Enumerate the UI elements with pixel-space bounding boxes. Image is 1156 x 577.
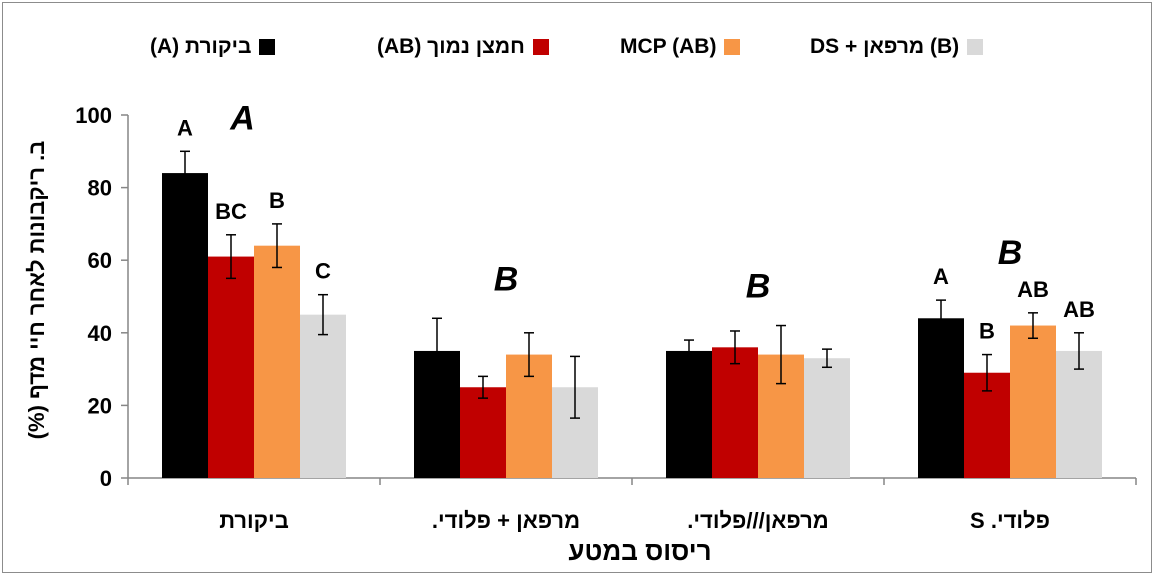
legend-item-series-3: DS + מרפאן (B)	[810, 30, 984, 64]
x-tick-label: מרפאן///פלודי.	[687, 508, 828, 533]
y-axis-title: ב. ריקבונות לאחר חיי מדף (%)	[24, 141, 49, 440]
bar	[712, 347, 758, 478]
legend-item-series-2: MCP (AB)	[620, 30, 741, 64]
legend-label-series-0: ביקורת (A)	[150, 35, 252, 58]
bar	[1010, 325, 1056, 478]
bar	[300, 314, 346, 478]
significance-label: A	[177, 115, 193, 140]
y-tick-label: 60	[88, 248, 112, 273]
bar	[460, 387, 506, 478]
group-significance-label: B	[494, 260, 519, 298]
legend-swatch-series-2	[724, 39, 741, 55]
significance-label: B	[269, 188, 285, 213]
x-tick-label: ביקורת	[219, 508, 289, 533]
significance-label: AB	[1017, 277, 1049, 302]
significance-label: BC	[215, 199, 247, 224]
group-significance-label: B	[746, 268, 771, 306]
y-tick-label: 80	[88, 176, 112, 201]
bar	[666, 350, 712, 478]
bar	[162, 173, 208, 478]
legend-label-series-3: DS + מרפאן (B)	[810, 35, 960, 58]
group-significance-label: B	[998, 234, 1023, 272]
y-tick-label: 20	[88, 393, 112, 418]
legend-item-series-0: ביקורת (A)	[150, 30, 276, 64]
significance-label: A	[933, 264, 949, 289]
x-axis-title: ריסוס במטע	[568, 536, 711, 566]
bar	[918, 318, 964, 478]
significance-label: C	[315, 259, 331, 284]
legend-swatch-series-1	[532, 39, 549, 55]
bars-layer	[162, 150, 1102, 478]
legend-swatch-series-0	[259, 39, 276, 55]
bar	[208, 256, 254, 478]
legend: ביקורת (A) חמצן נמוך (AB) MCP (AB) DS + …	[0, 30, 1156, 64]
legend-label-series-1: חמצן נמוך (AB)	[377, 35, 525, 58]
legend-item-series-1: חמצן נמוך (AB)	[377, 30, 549, 64]
x-tick-label: מרפאן + פלודי.	[432, 508, 580, 533]
group-significance-label: A	[229, 100, 255, 138]
significance-label: B	[979, 319, 995, 344]
x-tick-label: פלודי. S	[970, 508, 1050, 533]
legend-label-series-2: MCP (AB)	[620, 35, 717, 58]
bar	[254, 245, 300, 478]
legend-swatch-series-3	[967, 39, 984, 55]
y-tick-label: 40	[88, 321, 112, 346]
y-tick-label: 100	[75, 103, 112, 128]
significance-label: AB	[1063, 297, 1095, 322]
y-tick-label: 0	[100, 466, 112, 491]
bar	[804, 358, 850, 478]
bar	[1056, 350, 1102, 478]
